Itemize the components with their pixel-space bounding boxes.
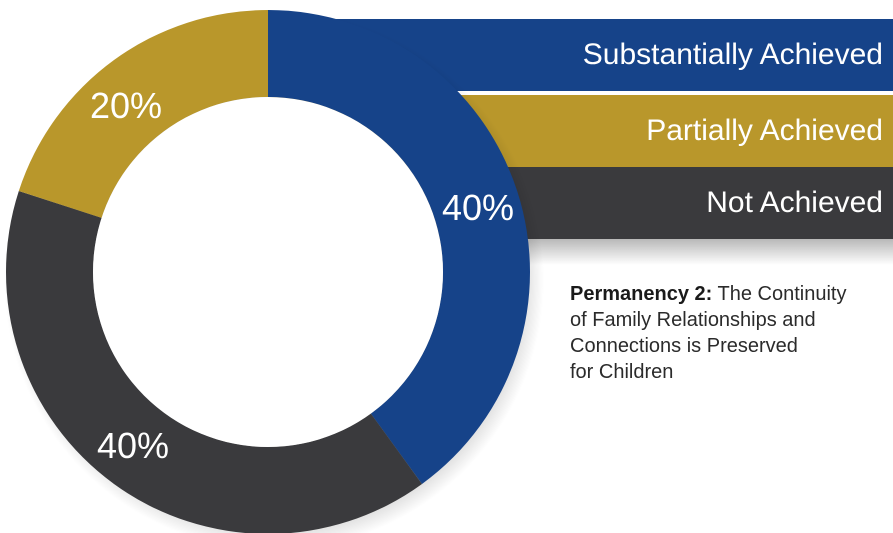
donut-slice-not-achieved (6, 191, 422, 533)
slice-value-label: 40% (442, 187, 514, 228)
caption-bold: Permanency 2: (570, 283, 713, 305)
legend-label: Not Achieved (706, 186, 883, 219)
slice-value-label: 40% (97, 425, 169, 466)
caption-line-3: Connections is Preserved (570, 335, 798, 357)
chart-caption: Permanency 2: The Continuity of Family R… (570, 281, 870, 385)
legend-label: Substantially Achieved (582, 38, 883, 71)
legend-label: Partially Achieved (646, 114, 883, 147)
caption-line-1: The Continuity (712, 283, 847, 305)
donut-hole (93, 97, 443, 447)
caption-line-2: of Family Relationships and (570, 309, 816, 331)
donut-slice-substantially-achieved (268, 10, 531, 484)
donut-slice-partially-achieved (18, 10, 268, 218)
slice-value-label: 20% (90, 85, 162, 126)
caption-line-4: for Children (570, 361, 674, 383)
